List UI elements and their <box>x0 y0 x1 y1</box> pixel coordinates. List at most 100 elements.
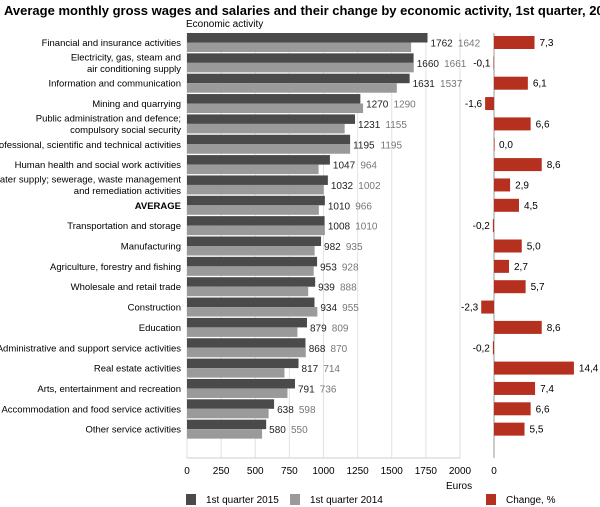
change-label: 2,7 <box>514 262 528 273</box>
value-label-2015: 1008 <box>328 222 351 233</box>
legend-swatch <box>486 494 496 505</box>
value-label-2014: 1002 <box>358 181 381 192</box>
bar-2014 <box>187 347 306 358</box>
value-label-2015: 817 <box>302 364 319 375</box>
value-label-2014: 1195 <box>381 140 403 151</box>
bar-2014 <box>187 429 263 439</box>
category-label: Agriculture, forestry and fishing <box>50 262 181 273</box>
bar-2015 <box>187 338 306 348</box>
bar-2014 <box>187 83 397 93</box>
value-label-2014: 928 <box>342 262 359 273</box>
change-label: 6,1 <box>533 79 547 90</box>
bar-2014 <box>187 327 298 337</box>
change-label: 8,6 <box>547 323 561 334</box>
category-label: Wholesale and retail trade <box>71 282 181 293</box>
bar-2015 <box>187 378 295 389</box>
change-bar <box>494 76 528 90</box>
change-bar <box>494 361 574 375</box>
change-label: 8,6 <box>547 160 561 171</box>
value-label-2015: 580 <box>269 425 286 436</box>
value-label-2014: 888 <box>340 283 357 294</box>
bar-2015 <box>187 419 267 430</box>
bar-2015 <box>187 94 361 104</box>
change-bar <box>494 178 511 192</box>
bar-2015 <box>187 399 275 409</box>
bar-2014 <box>187 368 285 378</box>
bar-2015 <box>187 53 414 63</box>
change-bar <box>494 320 542 334</box>
change-bar <box>494 198 519 212</box>
category-label: Education <box>139 323 181 334</box>
value-label-2015: 1195 <box>353 140 375 151</box>
value-label-2015: 934 <box>320 303 337 314</box>
change-bar <box>485 97 494 111</box>
change-label: 5,0 <box>527 242 541 253</box>
bar-2015 <box>187 73 410 84</box>
value-label-2014: 809 <box>332 323 349 334</box>
x-tick-label: 0 <box>184 466 190 477</box>
chart-title: Average monthly gross wages and salaries… <box>4 3 600 18</box>
change-label: -0,2 <box>473 343 491 354</box>
bar-2014 <box>187 62 414 73</box>
change-label: 6,6 <box>536 119 550 130</box>
value-label-2015: 1660 <box>417 59 440 70</box>
category-label: Arts, entertainment and recreation <box>37 384 181 395</box>
legend-label: 1st quarter 2014 <box>310 495 383 506</box>
change-bar <box>494 239 522 253</box>
bar-2014 <box>187 388 288 398</box>
x-tick-label: 250 <box>213 466 230 477</box>
bar-2014 <box>187 42 412 52</box>
bar-2014 <box>187 184 324 195</box>
value-label-2014: 1010 <box>355 222 378 233</box>
bar-2015 <box>187 175 328 185</box>
bar-2015 <box>187 277 316 287</box>
change-label: 6,6 <box>536 404 550 415</box>
change-label: 7,4 <box>540 384 554 395</box>
category-label: Human health and social work activities <box>15 160 182 171</box>
value-label-2015: 638 <box>277 405 294 416</box>
value-label-2014: 870 <box>331 344 348 355</box>
value-label-2015: 1231 <box>358 120 381 131</box>
x-tick-label: 1250 <box>347 466 370 477</box>
category-label: Transportation and storage <box>67 221 181 232</box>
value-label-2015: 1010 <box>328 201 351 212</box>
bar-2014 <box>187 123 345 134</box>
value-label-2015: 982 <box>324 242 341 253</box>
x-tick-label: 1750 <box>415 466 438 477</box>
bar-2015 <box>187 317 307 328</box>
change-label: 0,0 <box>499 140 513 151</box>
category-label: Financial and insurance activities <box>42 38 182 49</box>
bar-2014 <box>187 144 351 154</box>
value-label-2014: 1155 <box>385 120 407 131</box>
category-label: Construction <box>128 303 181 314</box>
bar-2015 <box>187 33 428 43</box>
change-label: 4,5 <box>524 201 538 212</box>
category-label: Public administration and defence; <box>36 114 181 125</box>
legend-swatch <box>290 494 300 505</box>
value-label-2014: 966 <box>355 201 372 212</box>
change-bar <box>494 158 542 172</box>
x-axis-label: Euros <box>446 481 472 492</box>
value-label-2014: 1642 <box>458 39 481 50</box>
x-tick-label: 500 <box>247 466 264 477</box>
bar-2015 <box>187 297 315 308</box>
change-bar <box>493 56 495 70</box>
change-bar <box>494 36 535 49</box>
category-label: Water supply; sewerage, waste management <box>0 175 181 186</box>
value-label-2014: 964 <box>360 161 377 172</box>
change-bar <box>494 280 526 294</box>
category-label: air conditioning supply <box>87 64 181 75</box>
value-label-2014: 1661 <box>444 59 467 70</box>
bar-2015 <box>187 358 299 369</box>
value-label-2014: 1290 <box>393 100 416 111</box>
change-label: 2,9 <box>515 180 529 191</box>
change-bar <box>481 300 494 314</box>
bar-2014 <box>187 103 364 114</box>
change-bar <box>494 402 531 416</box>
change-bar <box>494 137 495 151</box>
value-label-2014: 955 <box>342 303 359 314</box>
category-label: Electricity, gas, steam and <box>71 53 181 64</box>
value-label-2015: 868 <box>309 344 326 355</box>
bar-2015 <box>187 114 356 124</box>
